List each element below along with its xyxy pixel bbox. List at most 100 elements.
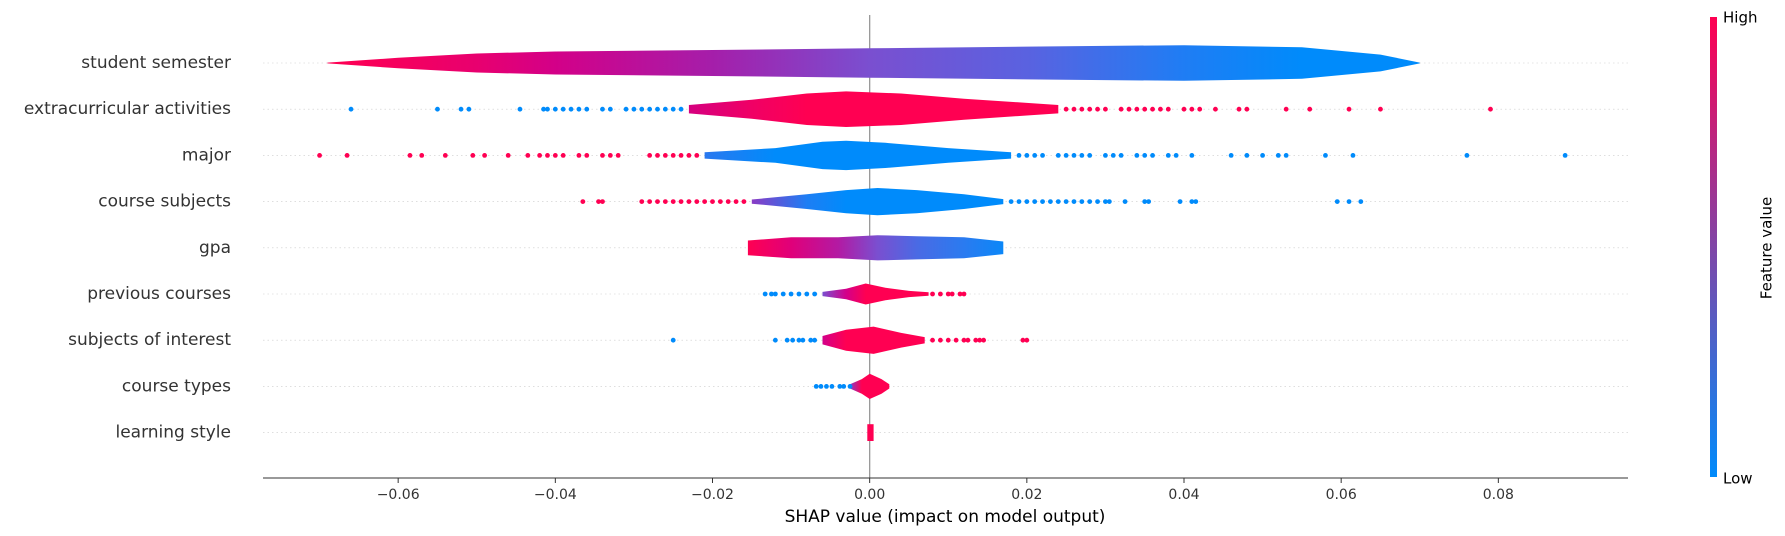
point [1040, 153, 1045, 158]
point [1283, 106, 1289, 112]
point [655, 153, 660, 158]
point [1189, 153, 1195, 158]
point [710, 199, 715, 205]
point [1197, 106, 1203, 112]
point [552, 153, 558, 158]
point [1181, 106, 1187, 112]
colorbar [1710, 17, 1717, 477]
point [1126, 106, 1132, 112]
colorbar-low: Low [1723, 470, 1753, 488]
violin [327, 45, 1420, 81]
point [1378, 106, 1383, 112]
point [973, 337, 979, 343]
point [847, 384, 853, 389]
point [1358, 199, 1364, 205]
point [1122, 199, 1128, 205]
x-tick-label: 0.04 [1168, 487, 1199, 503]
point [1244, 153, 1250, 158]
point [419, 153, 425, 158]
point [647, 199, 653, 205]
point [600, 199, 605, 205]
point [930, 337, 935, 343]
x-tick-label: −0.06 [377, 487, 420, 503]
point [1032, 153, 1038, 158]
point [348, 106, 354, 112]
point [584, 106, 590, 112]
violin [822, 326, 925, 354]
point [600, 106, 605, 112]
point [1236, 106, 1242, 112]
point [1008, 199, 1014, 205]
point [1055, 153, 1061, 158]
point [1165, 106, 1171, 112]
point [1260, 153, 1265, 158]
point [769, 291, 774, 297]
point [772, 291, 778, 297]
point [1071, 106, 1077, 112]
row-label: course types [122, 376, 231, 396]
point [1350, 153, 1356, 158]
point [1071, 153, 1077, 158]
point [517, 106, 523, 112]
point [937, 291, 943, 297]
point [1087, 199, 1093, 205]
point [470, 153, 476, 158]
point [580, 199, 586, 205]
point [1142, 199, 1148, 205]
point [772, 337, 778, 343]
point [1488, 106, 1493, 112]
point [615, 153, 621, 158]
violin [867, 424, 874, 441]
point [1142, 106, 1148, 112]
point [407, 153, 413, 158]
point [442, 153, 448, 158]
point [1071, 199, 1077, 205]
point [1165, 153, 1171, 158]
point [800, 337, 806, 343]
x-tick-label: 0.06 [1326, 487, 1357, 503]
point [317, 153, 322, 158]
violin [822, 283, 929, 305]
point [662, 153, 668, 158]
point [1562, 153, 1568, 158]
point [1150, 106, 1155, 112]
point [607, 153, 613, 158]
point [694, 153, 700, 158]
point [678, 153, 684, 158]
point [435, 106, 440, 112]
point [804, 291, 810, 297]
point [670, 106, 676, 112]
point [662, 106, 668, 112]
point [824, 384, 829, 389]
point [1024, 199, 1030, 205]
point [1079, 199, 1085, 205]
violin [704, 140, 1012, 171]
point [525, 153, 531, 158]
point [949, 291, 955, 297]
point [1055, 199, 1061, 205]
point [702, 199, 708, 205]
point [1106, 199, 1112, 205]
x-tick-label: 0.02 [1011, 487, 1042, 503]
point [1334, 199, 1340, 205]
row-label: student semester [81, 53, 231, 73]
point [937, 337, 943, 343]
point [576, 106, 582, 112]
point [458, 106, 464, 112]
point [686, 153, 692, 158]
point [837, 384, 843, 389]
point [686, 199, 692, 205]
point [482, 153, 488, 158]
point [670, 199, 676, 205]
point [466, 106, 472, 112]
row-label: gpa [199, 238, 231, 258]
point [813, 384, 819, 389]
point [1150, 153, 1155, 158]
point [1103, 153, 1108, 158]
point [1213, 106, 1218, 112]
point [1275, 153, 1281, 158]
point [1063, 199, 1069, 205]
point [1016, 153, 1022, 158]
point [678, 199, 684, 205]
point [818, 384, 824, 389]
